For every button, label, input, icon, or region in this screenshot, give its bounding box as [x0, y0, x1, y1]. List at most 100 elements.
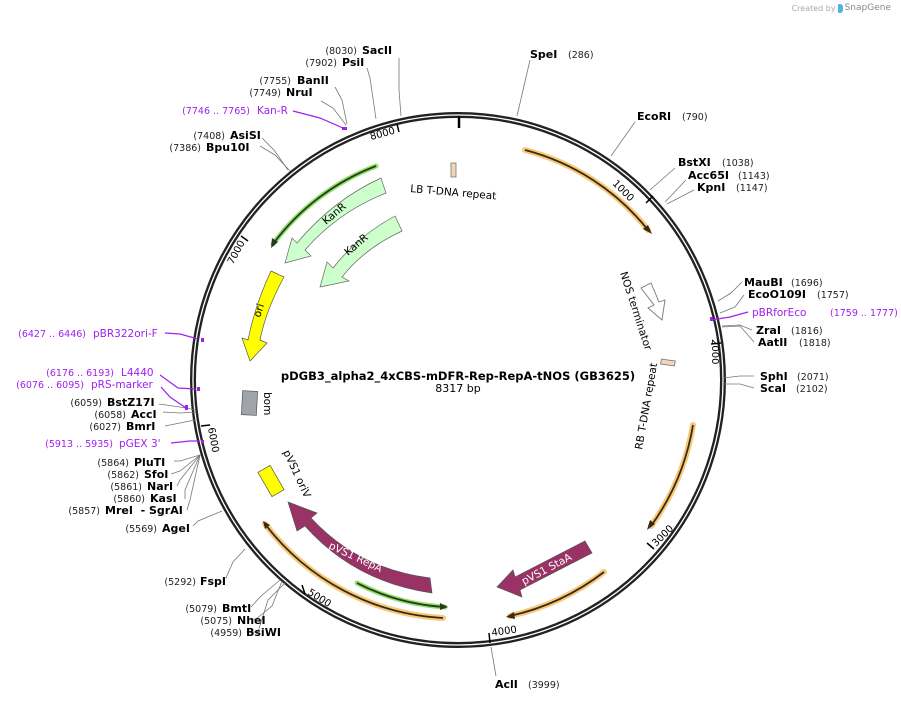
- site-bstxi-pos: (1038): [722, 158, 754, 169]
- primer-kan-r[interactable]: Kan-R: [257, 105, 288, 117]
- site-scai-pos: (2102): [796, 384, 828, 395]
- site-bmti-pos: (5079): [185, 604, 217, 615]
- site-labels: SpeI (286) EcoRI (790) BstXI (1038) Acc6…: [68, 44, 848, 691]
- feature-nos-terminator[interactable]: [640, 282, 666, 321]
- site-psii[interactable]: PsiI: [342, 56, 364, 69]
- site-acci-pos: (6058): [94, 410, 126, 421]
- feature-pvs1-staa[interactable]: [496, 540, 593, 598]
- site-ecoo109i[interactable]: EcoO109I: [748, 288, 806, 301]
- site-mrei-sgrai[interactable]: MreI - SgrAI: [105, 504, 183, 517]
- site-asisi[interactable]: AsiSI: [230, 129, 261, 142]
- primer-pbr322ori-f[interactable]: pBR322ori-F: [93, 328, 158, 340]
- primer-l4440[interactable]: L4440: [121, 367, 154, 379]
- site-sfoi[interactable]: SfoI: [144, 468, 168, 481]
- orf-arrow-icon: [263, 521, 270, 529]
- site-bsiwi[interactable]: BsiWI: [246, 626, 281, 639]
- site-kasi-pos: (5860): [113, 494, 145, 505]
- feature-kanr-1[interactable]: [284, 177, 387, 264]
- site-psii-pos: (7902): [305, 58, 337, 69]
- site-bpu10i[interactable]: Bpu10I: [206, 141, 250, 154]
- primer-l4440-range: (6176 .. 6193): [46, 368, 114, 379]
- orf-arcs: [262, 147, 696, 621]
- feature-lb-tdna-repeat[interactable]: [450, 162, 457, 178]
- site-sfoi-pos: (5862): [107, 470, 139, 481]
- site-sacii[interactable]: SacII: [362, 44, 392, 57]
- primer-pgex3[interactable]: pGEX 3': [119, 438, 161, 450]
- feature-pvs1-repa[interactable]: [287, 501, 433, 594]
- site-bmri-pos: (6027): [89, 422, 121, 433]
- site-sphi[interactable]: SphI: [760, 370, 788, 383]
- feature-pvs1-oriv[interactable]: [257, 464, 285, 498]
- orf-arrow-icon: [506, 612, 515, 619]
- primer-kan-r-range: (7746 .. 7765): [182, 106, 250, 117]
- site-acli[interactable]: AclI: [495, 678, 518, 691]
- site-agei[interactable]: AgeI: [162, 522, 190, 535]
- tick-2000: 2000: [709, 339, 720, 364]
- site-kasi[interactable]: KasI: [150, 492, 177, 505]
- orf-arrow-icon: [647, 520, 655, 530]
- site-pluti[interactable]: PluTI: [134, 456, 165, 469]
- site-asisi-pos: (7408): [193, 131, 225, 142]
- site-sphi-pos: (2071): [797, 372, 829, 383]
- feature-label-nos-terminator: NOS terminator: [617, 270, 654, 352]
- site-pluti-pos: (5864): [97, 458, 129, 469]
- feature-ori[interactable]: [241, 270, 285, 362]
- feature-bom[interactable]: [241, 390, 258, 416]
- site-nhei[interactable]: NheI: [237, 614, 266, 627]
- feature-rb-tdna-repeat[interactable]: [660, 358, 676, 367]
- site-bsiwi-pos: (4959): [210, 628, 242, 639]
- plasmid-length: 8317 bp: [435, 382, 480, 395]
- site-agei-pos: (5569): [125, 524, 157, 535]
- site-nari-pos: (5861): [110, 482, 142, 493]
- primer-prs-marker[interactable]: pRS-marker: [91, 379, 154, 391]
- primer-labels: pBRforEco (1759 .. 1777) (5913 .. 5935) …: [16, 105, 898, 450]
- feature-label-bom: bom: [261, 392, 273, 415]
- site-acci[interactable]: AccI: [131, 408, 157, 421]
- site-nari[interactable]: NarI: [147, 480, 173, 493]
- primer-pbrforeco-range: (1759 .. 1777): [830, 308, 898, 319]
- site-kpni[interactable]: KpnI: [697, 181, 725, 194]
- site-scai[interactable]: ScaI: [760, 382, 786, 395]
- site-bstz17i[interactable]: BstZ17I: [107, 396, 155, 409]
- tick-4000: 4000: [491, 625, 518, 639]
- site-sacii-pos: (8030): [325, 46, 357, 57]
- snapgene-credit: Created by SnapGene: [792, 3, 891, 13]
- primer-prs-marker-range: (6076 .. 6095): [16, 380, 84, 391]
- site-zrai[interactable]: ZraI: [756, 324, 781, 337]
- orf-green-arcs: [270, 163, 448, 610]
- site-banii-pos: (7755): [259, 76, 291, 87]
- feature-label-pvs1-oriv: pVS1 oriV: [280, 448, 313, 500]
- site-fspi[interactable]: FspI: [200, 575, 226, 588]
- site-bstxi[interactable]: BstXI: [678, 156, 711, 169]
- feature-kanr-2[interactable]: [319, 215, 403, 288]
- site-bmri[interactable]: BmrI: [126, 420, 155, 433]
- feature-label-pvs1-staa: pVS1 StaA: [520, 551, 575, 588]
- site-maubi[interactable]: MauBI: [744, 276, 783, 289]
- site-spei-pos: (286): [568, 50, 594, 61]
- site-fspi-pos: (5292): [164, 577, 196, 588]
- site-zrai-pos: (1816): [791, 326, 823, 337]
- site-aatii[interactable]: AatII: [758, 336, 787, 349]
- site-spei[interactable]: SpeI: [530, 48, 557, 61]
- site-nrui[interactable]: NruI: [286, 86, 313, 99]
- primer-pgex3-range: (5913 .. 5935): [45, 439, 113, 450]
- site-ecori-pos: (790): [682, 112, 708, 123]
- site-mrei-sgrai-pos: (5857): [68, 506, 100, 517]
- site-maubi-pos: (1696): [791, 278, 823, 289]
- primer-pbr322ori-f-range: (6427 .. 6446): [18, 329, 86, 340]
- credit-prefix: Created by: [791, 3, 836, 13]
- primer-pbrforeco[interactable]: pBRforEco: [752, 307, 806, 319]
- site-bmti[interactable]: BmtI: [222, 602, 251, 615]
- site-ecori[interactable]: EcoRI: [637, 110, 671, 123]
- orf-arrow-icon: [271, 238, 278, 248]
- site-banii[interactable]: BanII: [297, 74, 329, 87]
- site-acc65i[interactable]: Acc65I: [688, 169, 729, 182]
- site-acc65i-pos: (1143): [738, 171, 770, 182]
- feature-label-pvs1-repa: pVS1 RepA: [327, 540, 385, 576]
- feature-label-lb-tdna: LB T-DNA repeat: [410, 183, 497, 202]
- snapgene-logo-icon: [837, 3, 843, 13]
- site-bpu10i-pos: (7386): [169, 143, 201, 154]
- site-acli-pos: (3999): [528, 680, 560, 691]
- site-aatii-pos: (1818): [799, 338, 831, 349]
